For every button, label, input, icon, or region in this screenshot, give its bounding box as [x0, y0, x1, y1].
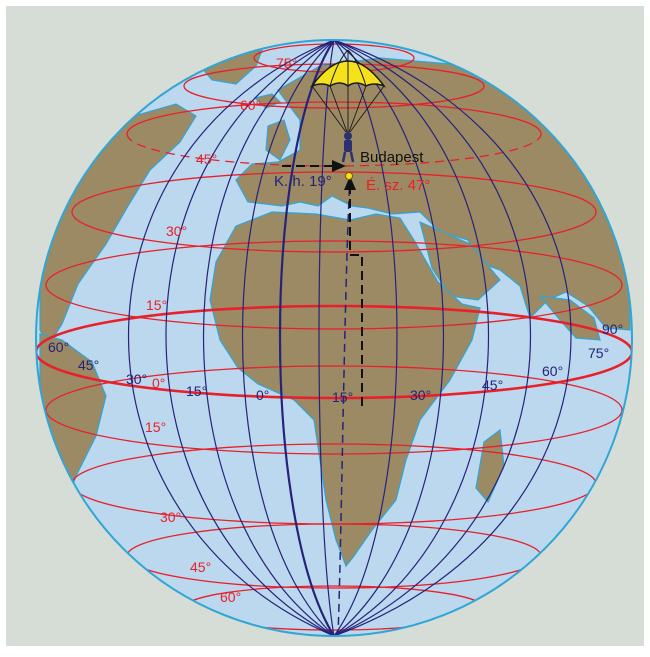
latitude-coordinate-label: É. sz. 47°: [366, 177, 430, 194]
longitude-coordinate-label: K. h. 19°: [274, 173, 332, 190]
city-label: Budapest: [360, 149, 424, 166]
meridian-w45: [165, 40, 335, 636]
arabian-peninsula: [419, 220, 501, 301]
meridian-e90: [333, 40, 572, 636]
budapest-marker: [345, 172, 353, 180]
parallel-15s: [45, 365, 623, 455]
meridian-e15: [318, 40, 335, 636]
parallel-30n: [71, 171, 597, 253]
latitude-label-45n: 45°: [196, 151, 217, 167]
latitude-label-15s: 15°: [145, 419, 166, 435]
meridian-w60: [127, 40, 335, 636]
parallel-45n-back: [126, 101, 542, 135]
latitude-label-75n: 75°: [276, 55, 297, 71]
latitude-label-30s: 30°: [160, 509, 181, 525]
iceland: [253, 93, 282, 109]
longitude-label-e75: 75°: [588, 345, 609, 361]
meridian-prime: [278, 40, 335, 636]
british-isles: [265, 119, 291, 161]
longitude-label-w15: 15°: [186, 383, 207, 399]
latitude-labels: 75° 60° 45° 30° 15° 0° 15° 30° 45° 60°: [145, 55, 297, 605]
longitude-label-e45: 45°: [482, 377, 503, 393]
meridian-e30: [333, 40, 398, 636]
meridian-e60: [333, 40, 489, 636]
longitude-arrowhead: [332, 160, 346, 172]
coordinate-arrows: [282, 165, 363, 406]
latitude-label-15n: 15°: [146, 297, 167, 313]
longitude-label-prime: 0°: [256, 387, 269, 403]
latitude-arrow: [349, 185, 363, 406]
meridian-w15: [242, 40, 335, 636]
latitude-arrowhead: [344, 176, 356, 190]
longitude-label-w45: 45°: [78, 357, 99, 373]
parallel-15n: [45, 240, 623, 330]
equator-line: [36, 304, 632, 400]
longitude-label-e90: 90°: [602, 321, 623, 337]
latitude-label-30n: 30°: [166, 223, 187, 239]
longitude-labels: 60° 45° 30° 15° 0° 15° 30° 45° 60° 75° 9…: [48, 321, 623, 405]
meridian-w30: [203, 40, 335, 636]
latitude-label-equator: 0°: [152, 375, 165, 391]
globe-rim: [35, 39, 633, 637]
parachute-icon: [309, 49, 387, 163]
longitude-label-e15: 15°: [332, 389, 353, 405]
longitude-label-e60: 60°: [542, 363, 563, 379]
latitude-label-60n: 60°: [240, 97, 261, 113]
longitude-label-w30: 30°: [126, 371, 147, 387]
longitude-label-e30: 30°: [410, 387, 431, 403]
latitude-label-60s: 60°: [220, 589, 241, 605]
meridian-19e-dashed: [337, 174, 351, 636]
africa: [209, 211, 481, 568]
latitude-label-45s: 45°: [190, 559, 211, 575]
meridian-e45: [333, 40, 445, 636]
longitude-label-w60: 60°: [48, 339, 69, 355]
meridian-e75: [333, 40, 531, 636]
meridians: [127, 40, 572, 636]
